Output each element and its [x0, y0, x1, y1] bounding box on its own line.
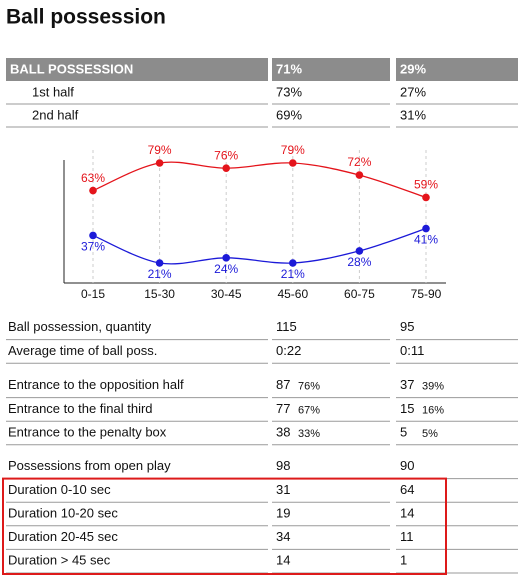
- data-label: 41%: [414, 233, 438, 247]
- page-title: Ball possession: [6, 6, 166, 29]
- summary-cell: 31%: [400, 107, 426, 122]
- summary-cell: 2nd half: [32, 107, 79, 122]
- stat-label: Average time of ball poss.: [8, 343, 157, 358]
- summary-cell: 73%: [276, 84, 302, 99]
- stat-away: 11: [400, 529, 414, 544]
- data-label: 72%: [347, 155, 371, 169]
- stat-away: 5: [400, 424, 407, 439]
- x-tick-label: 60-75: [344, 287, 375, 301]
- stat-label: Entrance to the penalty box: [8, 424, 167, 439]
- stat-away-pct: 5%: [422, 428, 438, 440]
- data-label: 63%: [81, 171, 105, 185]
- header-text: 71%: [276, 61, 302, 76]
- data-label: 79%: [148, 143, 172, 157]
- point: [155, 259, 164, 267]
- point: [89, 186, 97, 195]
- data-label: 21%: [281, 267, 305, 281]
- x-tick-label: 30-45: [211, 287, 242, 301]
- stat-label: Entrance to the opposition half: [8, 377, 184, 392]
- stat-label: Possessions from open play: [8, 458, 171, 473]
- header-cell: [272, 58, 390, 81]
- highlight-box: [2, 477, 447, 576]
- stat-home: 98: [276, 458, 290, 473]
- stat-away-pct: 16%: [422, 404, 444, 416]
- data-label: 24%: [214, 262, 238, 276]
- header-cell: [396, 58, 518, 81]
- stat-home: 77: [276, 401, 290, 416]
- stat-away: 64: [400, 482, 414, 497]
- x-tick-label: 15-30: [144, 287, 175, 301]
- x-tick-label: 0-15: [81, 287, 105, 301]
- header-text: 29%: [400, 61, 426, 76]
- summary-cell: 27%: [400, 84, 426, 99]
- stat-label: Duration 0-10 sec: [8, 482, 111, 497]
- stat-away-pct: 39%: [422, 381, 444, 393]
- point: [222, 164, 230, 172]
- point: [422, 193, 430, 202]
- point: [89, 231, 97, 240]
- header-text: BALL POSSESSION: [10, 61, 133, 76]
- stat-home: 34: [276, 529, 290, 544]
- data-label: 28%: [347, 255, 371, 269]
- stat-label: Ball possession, quantity: [8, 319, 152, 334]
- point: [155, 159, 164, 167]
- point: [222, 254, 230, 262]
- stat-home: 19: [276, 505, 290, 520]
- stat-home: 38: [276, 424, 290, 439]
- data-label: 59%: [414, 178, 438, 192]
- stat-label: Duration 10-20 sec: [8, 505, 118, 520]
- point: [355, 171, 364, 179]
- stat-away: 0:11: [400, 343, 424, 358]
- stat-label: Duration > 45 sec: [8, 553, 111, 568]
- stat-away: 15: [400, 401, 414, 416]
- summary-cell: 1st half: [32, 84, 74, 99]
- stat-home: 14: [276, 553, 290, 568]
- point: [422, 224, 430, 233]
- data-label: 76%: [214, 148, 238, 162]
- series-line: [92, 227, 427, 265]
- stat-away: 1: [400, 553, 407, 568]
- stat-away: 95: [400, 319, 414, 334]
- stat-label: Entrance to the final third: [8, 401, 153, 416]
- stat-away: 14: [400, 505, 414, 520]
- data-label: 79%: [281, 143, 305, 157]
- stat-home: 31: [276, 482, 290, 497]
- point: [289, 259, 297, 267]
- stat-label: Duration 20-45 sec: [8, 529, 118, 544]
- stat-home-pct: 67%: [298, 404, 320, 416]
- stat-away: 90: [400, 458, 414, 473]
- data-label: 37%: [81, 240, 105, 254]
- stat-home-pct: 33%: [298, 428, 320, 440]
- series-line: [92, 161, 427, 199]
- summary-cell: 69%: [276, 107, 302, 122]
- stat-home: 0:22: [276, 343, 301, 358]
- point: [355, 247, 364, 255]
- point: [289, 159, 297, 167]
- data-label: 21%: [148, 267, 172, 281]
- header-cell: [6, 58, 268, 81]
- stat-home: 87: [276, 377, 290, 392]
- stat-home: 115: [276, 319, 297, 334]
- stat-away: 37: [400, 377, 414, 392]
- x-tick-label: 45-60: [277, 287, 308, 301]
- stat-home-pct: 76%: [298, 381, 320, 393]
- x-tick-label: 75-90: [411, 287, 442, 301]
